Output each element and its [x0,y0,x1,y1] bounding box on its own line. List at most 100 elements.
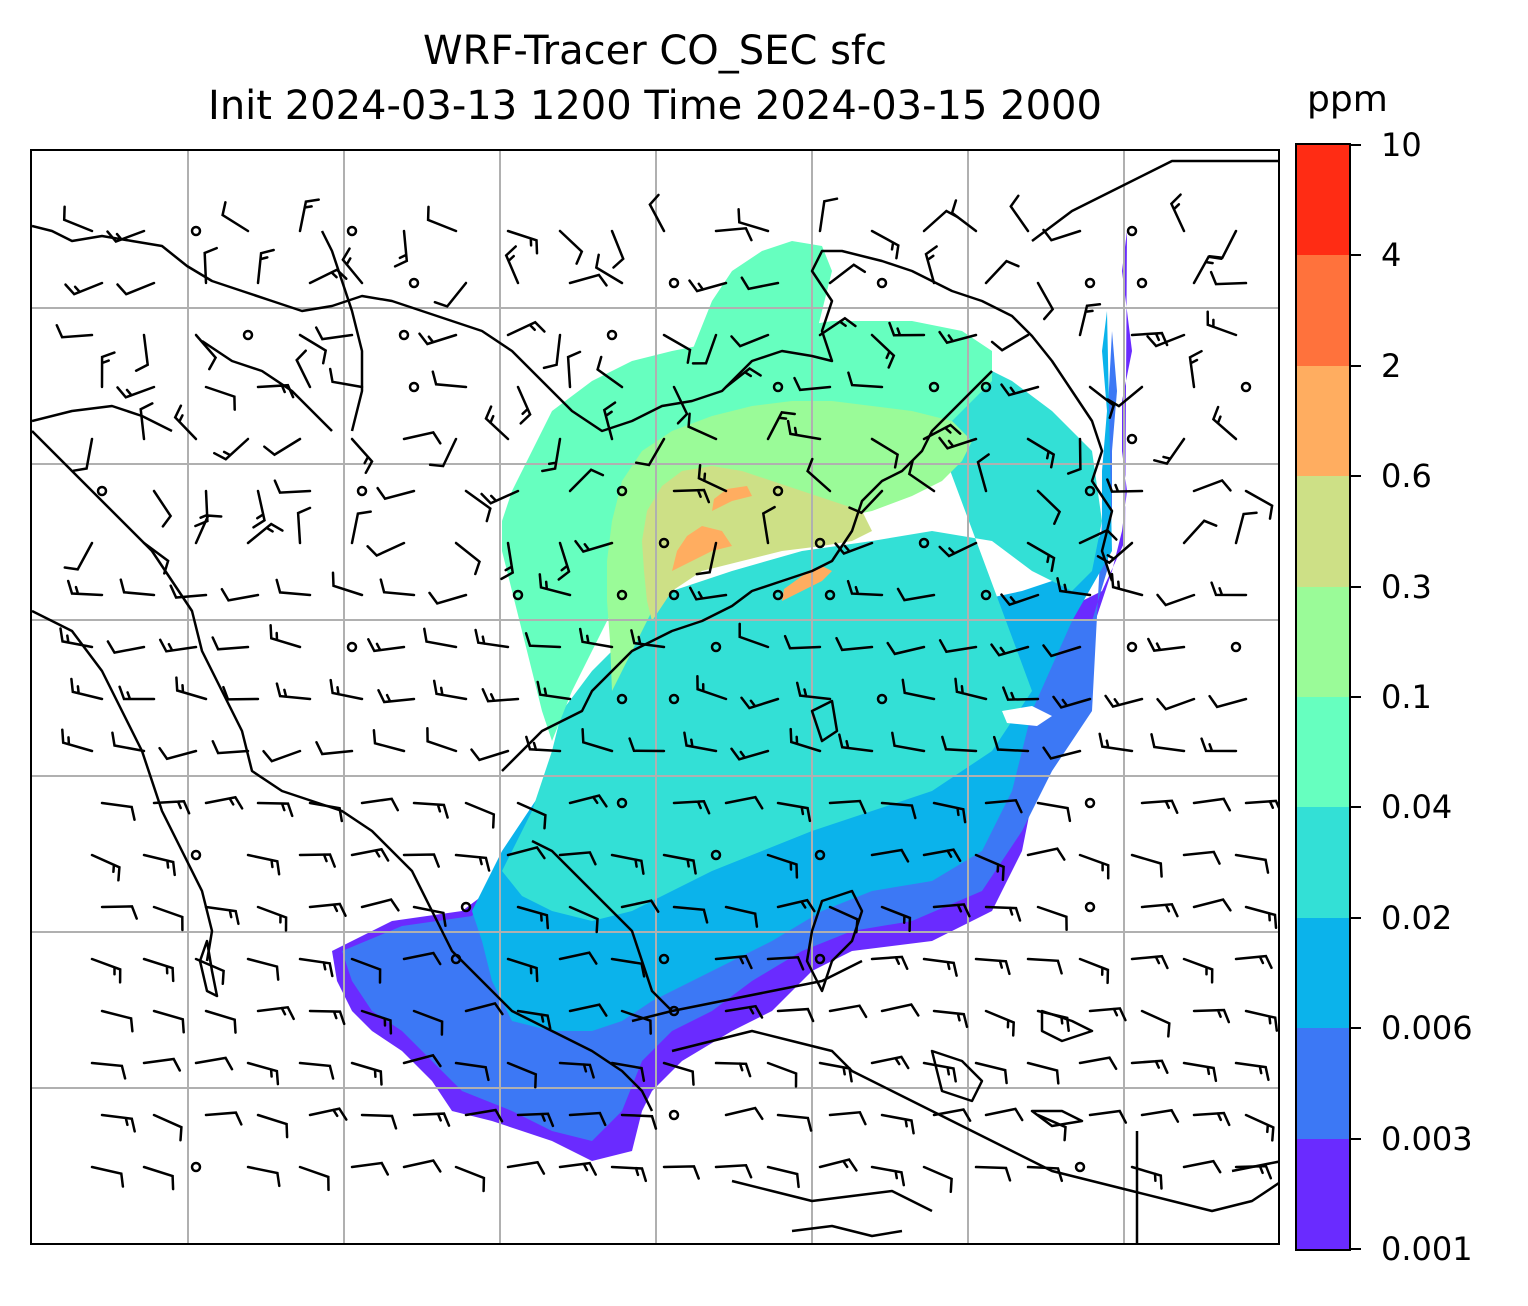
wind-barb [568,273,608,287]
colorbar-unit: ppm [1307,79,1388,120]
wind-barb [454,1165,486,1193]
wind-barb [990,643,1030,657]
colorbar-tick [1351,585,1361,588]
wind-barb [1244,905,1278,930]
wind-barb [1052,695,1092,709]
wind-barb [194,1056,234,1071]
wind-barb [70,677,104,701]
wind-barb [950,199,978,233]
colorbar-tick-label: 0.003 [1381,1119,1473,1158]
wind-barb [922,957,958,977]
wind-barb [1146,333,1186,348]
calm-wind-circle [616,693,628,705]
wind-barb [1140,1009,1171,1038]
map-panel [30,149,1280,1245]
colorbar-tick-label: 0.02 [1381,898,1453,937]
calm-wind-circle [658,953,670,965]
calm-wind-circle [814,953,826,965]
calm-wind-circle [668,693,680,705]
wind-barb [1153,437,1186,466]
wind-barb [350,847,390,862]
colorbar-tick-label: 10 [1381,126,1422,164]
wind-barb [516,905,550,930]
wind-barb [158,638,198,653]
colorbar-tick-label: 0.04 [1381,788,1453,827]
wind-barb [376,486,416,501]
wind-barb [536,680,572,701]
wind-barb [426,727,458,753]
colorbar-band [1297,1027,1349,1139]
wind-barb [1192,255,1223,285]
wind-barb [1042,746,1082,760]
wind-barb [596,355,624,389]
wind-barb [100,801,136,821]
wind-barb [954,677,988,701]
wind-barb [806,457,832,493]
wind-barb [1208,229,1238,260]
wind-barb [1244,489,1274,520]
calm-wind-circle [606,329,618,341]
colorbar [1295,143,1351,1251]
wind-barb [328,367,364,389]
wind-barb [275,578,312,597]
wind-barb [480,489,520,505]
wind-barb [90,1165,125,1188]
wind-barb [1150,733,1186,753]
wind-barb [714,1164,753,1179]
wind-barb [766,411,796,441]
colorbar-tick [1351,916,1361,919]
wind-barb [269,624,302,649]
wind-barb [1036,489,1062,525]
wind-barb [134,333,150,372]
wind-barb [341,247,364,285]
wind-barb [932,801,967,824]
wind-barb [1078,303,1102,337]
wind-barb [204,385,236,411]
wind-barb [602,401,617,441]
wind-barb [828,799,867,815]
wind-barb [557,541,571,581]
wind-barb [1026,541,1056,573]
calm-wind-circle [824,589,836,601]
wind-barb [1234,1164,1273,1180]
wind-barb [896,587,936,602]
wind-barb [922,423,962,441]
wind-barb [525,735,562,753]
wind-barb [426,205,458,233]
wind-barb [204,1009,237,1034]
wind-barb [116,281,156,296]
calm-wind-circle [450,953,462,965]
wind-barb [938,330,978,345]
wind-barb [213,437,250,461]
wind-barb [976,453,990,493]
wind-barb [1042,228,1082,242]
wind-barb [1192,1111,1231,1127]
calm-wind-circle [1136,277,1148,289]
wind-barb [308,801,344,823]
wind-barb [724,905,759,928]
wind-barb [870,229,900,260]
wind-barb [204,905,240,926]
calm-wind-circle [1074,1161,1086,1173]
wind-barb [360,1009,393,1035]
wind-barb [818,1158,858,1172]
wind-barb [1188,349,1203,389]
wind-barb [55,324,94,339]
wind-barb [838,733,874,753]
wind-barb [1026,957,1063,975]
wind-barb [62,205,94,233]
wind-barb [697,464,728,493]
wind-barb [984,905,1022,922]
colorbar-band [1297,475,1349,587]
calm-wind-circle [772,381,784,393]
wind-barb [393,229,409,268]
wind-barb [688,586,728,601]
wind-barb [506,1061,538,1089]
calm-wind-circle [1126,641,1138,653]
wind-barb [329,678,364,701]
wind-barb [687,412,718,441]
wind-barb [870,333,896,369]
wind-barb [672,800,711,815]
wind-barb [558,1061,595,1079]
wind-barb [992,735,1030,753]
